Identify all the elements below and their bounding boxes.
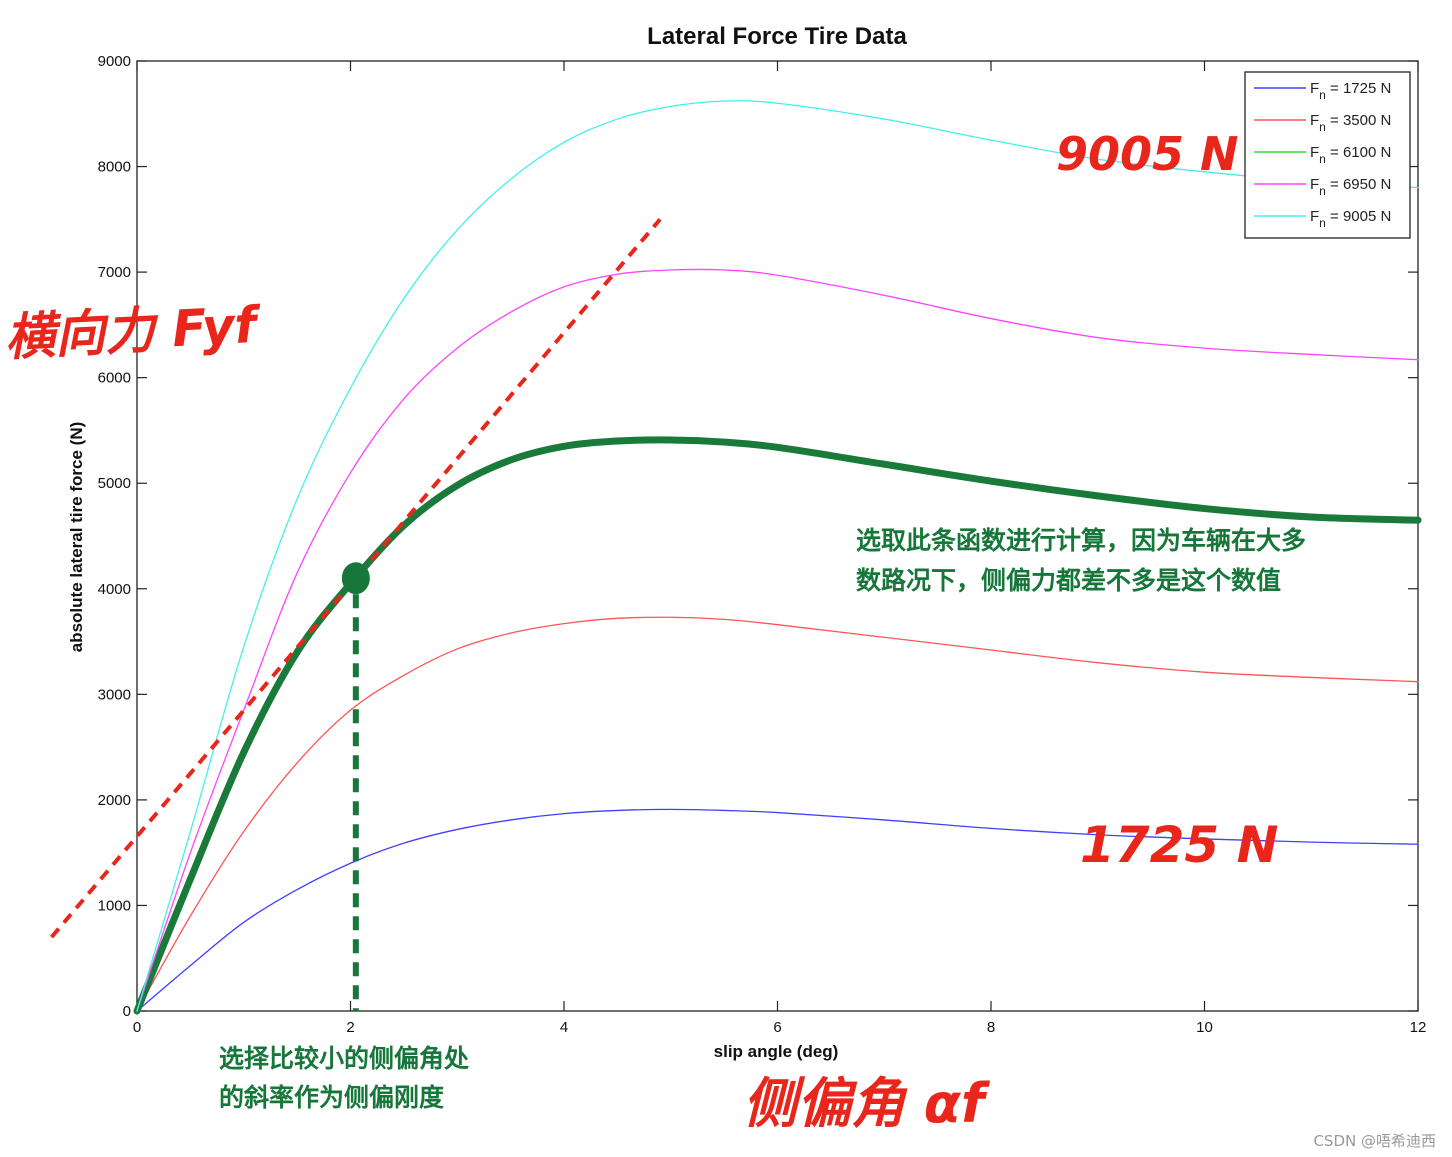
series-line-1 bbox=[136, 808, 1419, 1012]
handwritten-slip-angle: 侧偏角 αf bbox=[743, 1072, 991, 1135]
note-bottom-line1: 选择比较小的侧偏角处 bbox=[219, 1044, 469, 1073]
y-tick-label: 7000 bbox=[98, 264, 131, 281]
x-tick-label: 8 bbox=[987, 1019, 995, 1036]
y-tick-label: 0 bbox=[123, 1003, 131, 1020]
tangent-point-marker bbox=[341, 562, 370, 595]
legend-label-5: Fn = 9005 N bbox=[1310, 208, 1391, 230]
note-right-line2: 数路况下，侧偏力都差不多是这个数值 bbox=[856, 566, 1281, 595]
series-line-4 bbox=[136, 268, 1419, 1012]
legend: Fn = 1725 N Fn = 3500 N Fn = 6100 N Fn = 69… bbox=[1244, 71, 1411, 239]
y-tick-label: 5000 bbox=[98, 475, 131, 492]
x-tick-label: 12 bbox=[1410, 1019, 1427, 1036]
y-tick-label: 9000 bbox=[98, 53, 131, 70]
series-line-5 bbox=[136, 100, 1419, 1012]
y-tick-label: 2000 bbox=[98, 792, 131, 809]
annotations bbox=[50, 218, 662, 1011]
x-tick-label: 0 bbox=[133, 1019, 141, 1036]
note-right-line1: 选取此条函数进行计算，因为车辆在大多 bbox=[856, 526, 1306, 555]
legend-box bbox=[1244, 71, 1411, 239]
y-axis-title: absolute lateral tire force (N) bbox=[67, 422, 86, 653]
x-tick-label: 6 bbox=[773, 1019, 781, 1036]
y-tick-label: 8000 bbox=[98, 159, 131, 176]
tangent-line bbox=[50, 218, 662, 939]
handwritten-1725: 1725 N bbox=[1080, 816, 1278, 874]
series-lines bbox=[133, 100, 1422, 1015]
x-tick-label: 2 bbox=[346, 1019, 354, 1036]
y-tick-label: 3000 bbox=[98, 686, 131, 703]
series-line-2 bbox=[136, 616, 1419, 1012]
chart-title: Lateral Force Tire Data bbox=[647, 23, 907, 50]
y-tick-label: 1000 bbox=[98, 897, 131, 914]
handwritten-9005: 9005 N bbox=[1056, 127, 1239, 181]
y-tick-label: 6000 bbox=[98, 370, 131, 387]
handwritten-lateral-force: 横向力 Fyf bbox=[4, 296, 263, 367]
axes: 0 2 4 6 8 10 12 0 1000 2000 3000 4000 5000 6000 7000 80… bbox=[98, 53, 1427, 1036]
x-axis-title: slip angle (deg) bbox=[714, 1042, 839, 1061]
legend-label-2: Fn = 3500 N bbox=[1310, 112, 1391, 134]
series-line-3 bbox=[133, 436, 1422, 1015]
legend-label-3: Fn = 6100 N bbox=[1310, 144, 1391, 166]
watermark: CSDN @唔希迪西 bbox=[1313, 1132, 1436, 1150]
x-tick-label: 10 bbox=[1196, 1019, 1213, 1036]
legend-label-1: Fn = 1725 N bbox=[1310, 80, 1391, 102]
legend-label-4: Fn = 6950 N bbox=[1310, 176, 1391, 198]
note-bottom-line2: 的斜率作为侧偏刚度 bbox=[219, 1083, 444, 1112]
x-tick-label: 4 bbox=[560, 1019, 568, 1036]
y-tick-label: 4000 bbox=[98, 581, 131, 598]
